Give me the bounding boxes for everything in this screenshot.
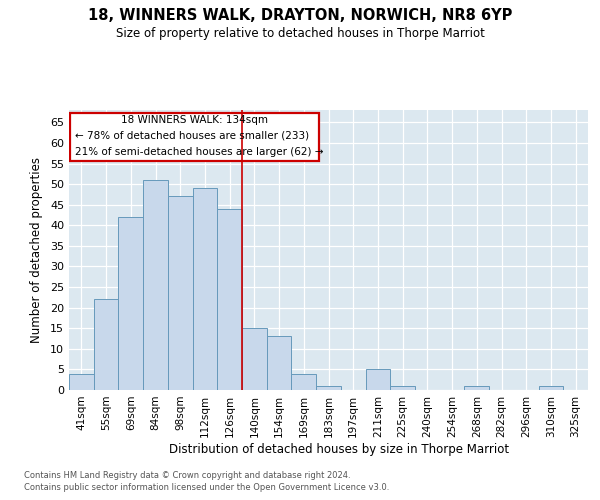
Bar [539,386,563,390]
Text: 21% of semi-detached houses are larger (62) →: 21% of semi-detached houses are larger (… [75,146,323,156]
Text: Size of property relative to detached houses in Thorpe Marriot: Size of property relative to detached ho… [116,28,484,40]
Bar [464,386,489,390]
Bar [193,188,217,390]
Bar [168,196,193,390]
Y-axis label: Number of detached properties: Number of detached properties [30,157,43,343]
Bar [242,328,267,390]
Text: ← 78% of detached houses are smaller (233): ← 78% of detached houses are smaller (23… [75,130,310,140]
Bar [390,386,415,390]
Bar [365,370,390,390]
Text: Distribution of detached houses by size in Thorpe Marriot: Distribution of detached houses by size … [169,442,509,456]
Bar [217,209,242,390]
Bar [292,374,316,390]
Text: Contains public sector information licensed under the Open Government Licence v3: Contains public sector information licen… [24,484,389,492]
Bar [267,336,292,390]
Bar [118,217,143,390]
Bar [316,386,341,390]
Text: 18 WINNERS WALK: 134sqm: 18 WINNERS WALK: 134sqm [121,116,268,126]
Bar [143,180,168,390]
Text: Contains HM Land Registry data © Crown copyright and database right 2024.: Contains HM Land Registry data © Crown c… [24,471,350,480]
Bar [69,374,94,390]
Text: 18, WINNERS WALK, DRAYTON, NORWICH, NR8 6YP: 18, WINNERS WALK, DRAYTON, NORWICH, NR8 … [88,8,512,22]
Bar [94,300,118,390]
FancyBboxPatch shape [70,114,319,162]
